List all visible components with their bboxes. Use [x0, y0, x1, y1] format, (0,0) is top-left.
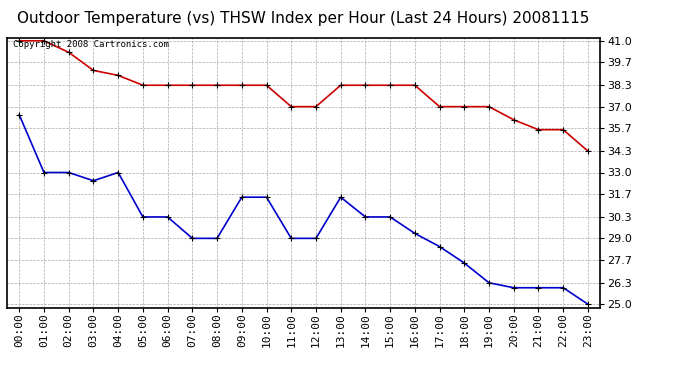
Text: Copyright 2008 Cartronics.com: Copyright 2008 Cartronics.com [13, 40, 169, 49]
Text: Outdoor Temperature (vs) THSW Index per Hour (Last 24 Hours) 20081115: Outdoor Temperature (vs) THSW Index per … [17, 11, 590, 26]
